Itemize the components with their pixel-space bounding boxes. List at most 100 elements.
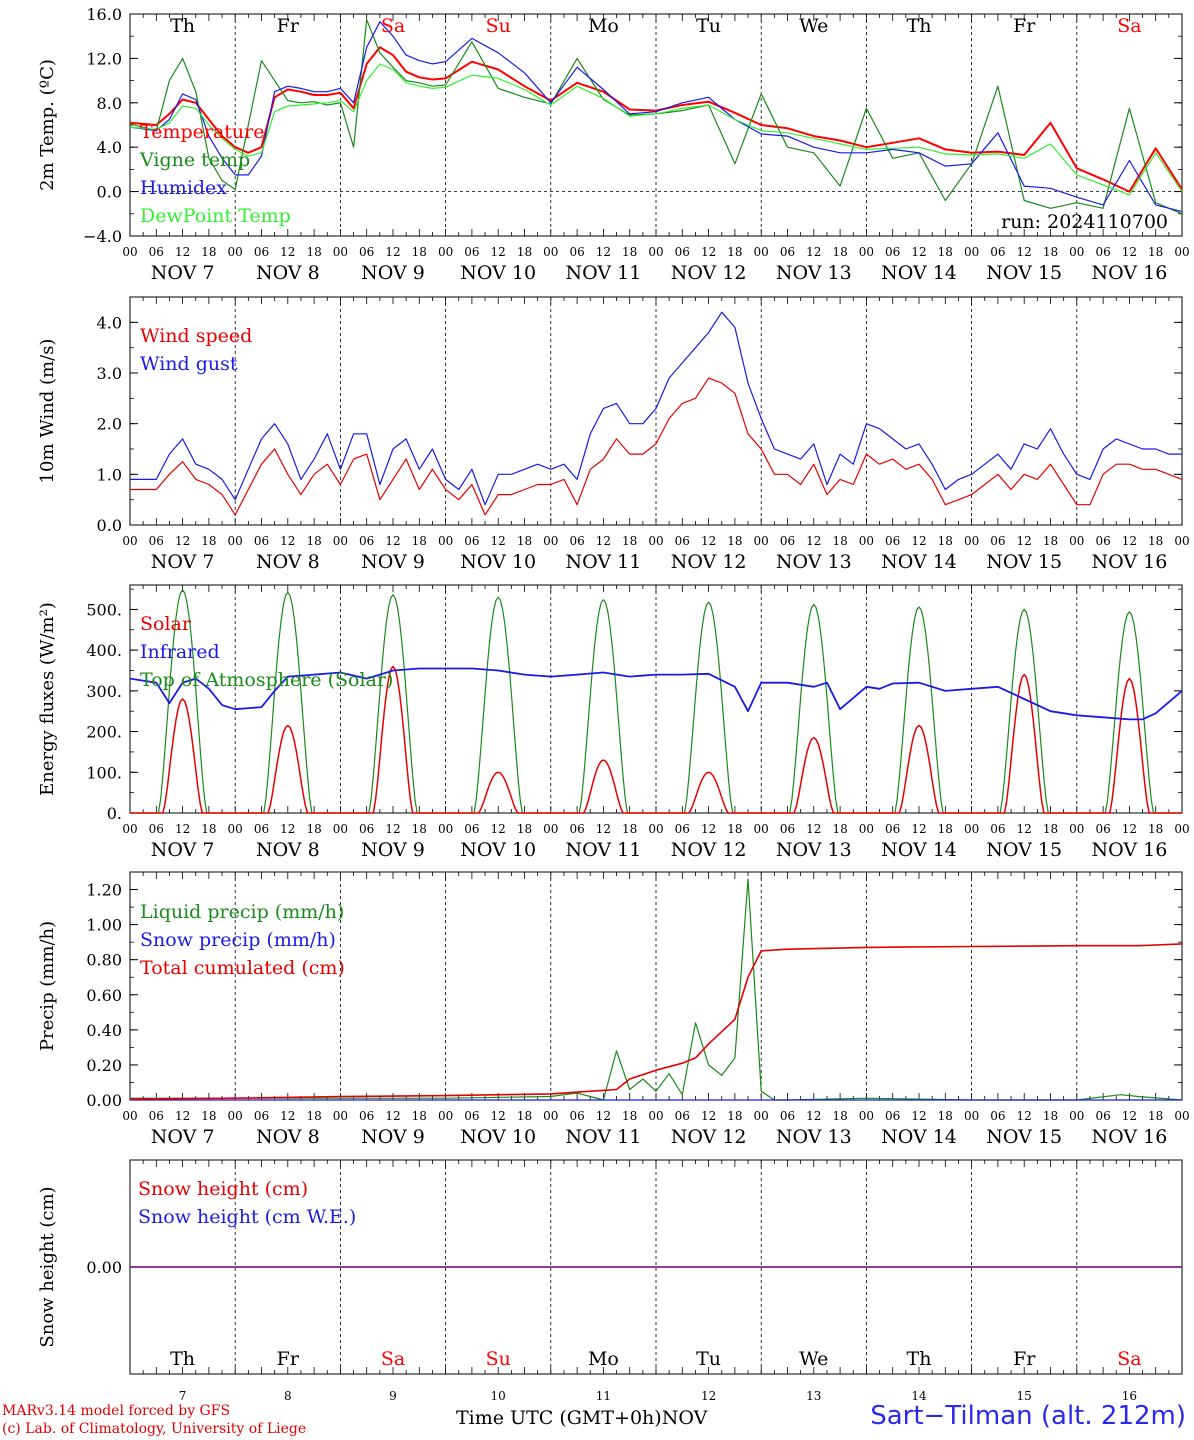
hour-tick-label: 12 [911, 245, 926, 259]
y-tick-label: 4.0 [97, 313, 122, 332]
legend-wind-speed: Wind speed [140, 325, 252, 347]
hour-tick-label: 18 [517, 822, 532, 836]
model-credit: MARv3.14 model forced by GFS [2, 1403, 231, 1419]
hour-tick-label: 06 [254, 822, 269, 836]
series-temperature [129, 46, 1183, 193]
hour-tick-label: 06 [569, 245, 584, 259]
hour-tick-label: 12 [280, 822, 295, 836]
hour-tick-label: 06 [885, 245, 900, 259]
weekday-label: Fr [277, 15, 300, 37]
hour-tick-label: 06 [254, 245, 269, 259]
hour-tick-label: 00 [122, 534, 137, 548]
hour-tick-label: 12 [596, 245, 611, 259]
hour-tick-label: 12 [911, 534, 926, 548]
time-axis-month: NOV [661, 1407, 708, 1429]
series-dewpoint-temp [129, 63, 1183, 196]
y-tick-label: 400. [86, 641, 122, 660]
hour-tick-label: 06 [885, 1109, 900, 1123]
hour-tick-label: 12 [491, 1109, 506, 1123]
hour-tick-label: 18 [1148, 534, 1163, 548]
hour-tick-label: 12 [806, 534, 821, 548]
hour-tick-label: 12 [596, 1109, 611, 1123]
series-humidex [129, 21, 1183, 213]
hour-tick-label: 06 [464, 1109, 479, 1123]
hour-tick-label: 00 [964, 822, 979, 836]
hour-tick-label: 18 [938, 245, 953, 259]
legend-snow-height-cm-: Snow height (cm) [138, 1178, 308, 1200]
weekday-label: Su [486, 1348, 511, 1370]
legend-snow-precip-mm-h-: Snow precip (mm/h) [140, 929, 336, 951]
hour-tick-label: 06 [359, 245, 374, 259]
y-tick-label: 300. [86, 682, 122, 701]
hour-tick-label: 00 [1174, 1109, 1189, 1123]
hour-tick-label: 18 [938, 822, 953, 836]
y-tick-label: 0. [107, 804, 122, 823]
hour-tick-label: 06 [464, 822, 479, 836]
date-label: NOV 8 [256, 1126, 320, 1148]
hour-tick-label: 06 [464, 245, 479, 259]
hour-tick-label: 00 [543, 245, 558, 259]
panel-temp: −4.0 0.0 4.0 8.0 12.0 16.0 2m Temp. (ºC) Temper… [37, 5, 1190, 284]
run-label: run: 2024110700 [1001, 211, 1168, 233]
legend-liquid-precip-mm-h-: Liquid precip (mm/h) [140, 901, 344, 923]
day-number-label: 7 [179, 1389, 187, 1403]
hour-tick-label: 00 [122, 245, 137, 259]
panel-precip: 0.00 0.20 0.40 0.60 0.80 1.00 1.20 Precip (mm/h… [37, 871, 1190, 1148]
date-label: NOV 12 [671, 551, 747, 573]
day-number-label: 10 [491, 1389, 506, 1403]
date-label: NOV 9 [361, 839, 425, 861]
hour-tick-label: 18 [201, 534, 216, 548]
hour-tick-label: 00 [859, 1109, 874, 1123]
hour-tick-label: 18 [306, 534, 321, 548]
hour-tick-label: 18 [1043, 534, 1058, 548]
y-tick-label: 8.0 [97, 94, 122, 113]
hour-tick-label: 18 [517, 534, 532, 548]
hour-tick-label: 18 [201, 822, 216, 836]
day-number-label: 9 [389, 1389, 397, 1403]
y-tick-label: 3.0 [97, 364, 122, 383]
hour-tick-label: 06 [885, 822, 900, 836]
date-label: NOV 14 [881, 262, 957, 284]
hour-tick-label: 06 [780, 822, 795, 836]
day-number-label: 15 [1017, 1389, 1032, 1403]
date-label: NOV 15 [986, 262, 1062, 284]
date-label: NOV 14 [881, 1126, 957, 1148]
hour-tick-label: 06 [569, 822, 584, 836]
weekday-label: Sa [381, 1348, 405, 1370]
legend-vigne-temp: Vigne temp [139, 149, 250, 171]
hour-tick-label: 00 [543, 1109, 558, 1123]
hour-tick-label: 00 [228, 1109, 243, 1123]
hour-tick-label: 00 [648, 245, 663, 259]
hour-tick-label: 12 [1017, 1109, 1032, 1123]
y-tick-label: 0.00 [86, 1258, 122, 1277]
hour-tick-label: 12 [385, 245, 400, 259]
lab-credit: (c) Lab. of Climatology, University of L… [2, 1421, 307, 1437]
hour-tick-label: 12 [701, 245, 716, 259]
weekday-label: Fr [1013, 15, 1036, 37]
hour-tick-label: 18 [306, 822, 321, 836]
hour-tick-label: 00 [438, 822, 453, 836]
y-tick-label: 2.0 [97, 415, 122, 434]
hour-tick-label: 18 [517, 1109, 532, 1123]
legend-humidex: Humidex [140, 177, 227, 199]
series-wind-gust [130, 311, 1182, 506]
panel-snow: 0.00 Snow height (cm) Snow height (cm) Snow… [37, 1159, 1183, 1403]
hour-tick-label: 00 [964, 1109, 979, 1123]
hour-tick-label: 18 [832, 534, 847, 548]
hour-tick-label: 06 [990, 534, 1005, 548]
hour-tick-label: 06 [149, 1109, 164, 1123]
date-label: NOV 13 [776, 1126, 852, 1148]
hour-tick-label: 00 [964, 534, 979, 548]
weekday-label: Sa [1117, 1348, 1141, 1370]
hour-tick-label: 12 [1122, 534, 1137, 548]
date-label: NOV 12 [671, 262, 747, 284]
weekday-label: Th [170, 1348, 195, 1370]
hour-tick-label: 06 [149, 534, 164, 548]
hour-tick-label: 00 [228, 534, 243, 548]
hour-tick-label: 12 [701, 1109, 716, 1123]
hour-tick-label: 00 [228, 822, 243, 836]
series-solar [130, 665, 1182, 814]
date-label: NOV 15 [986, 839, 1062, 861]
y-tick-label: 0.0 [97, 183, 122, 202]
date-label: NOV 10 [460, 262, 536, 284]
